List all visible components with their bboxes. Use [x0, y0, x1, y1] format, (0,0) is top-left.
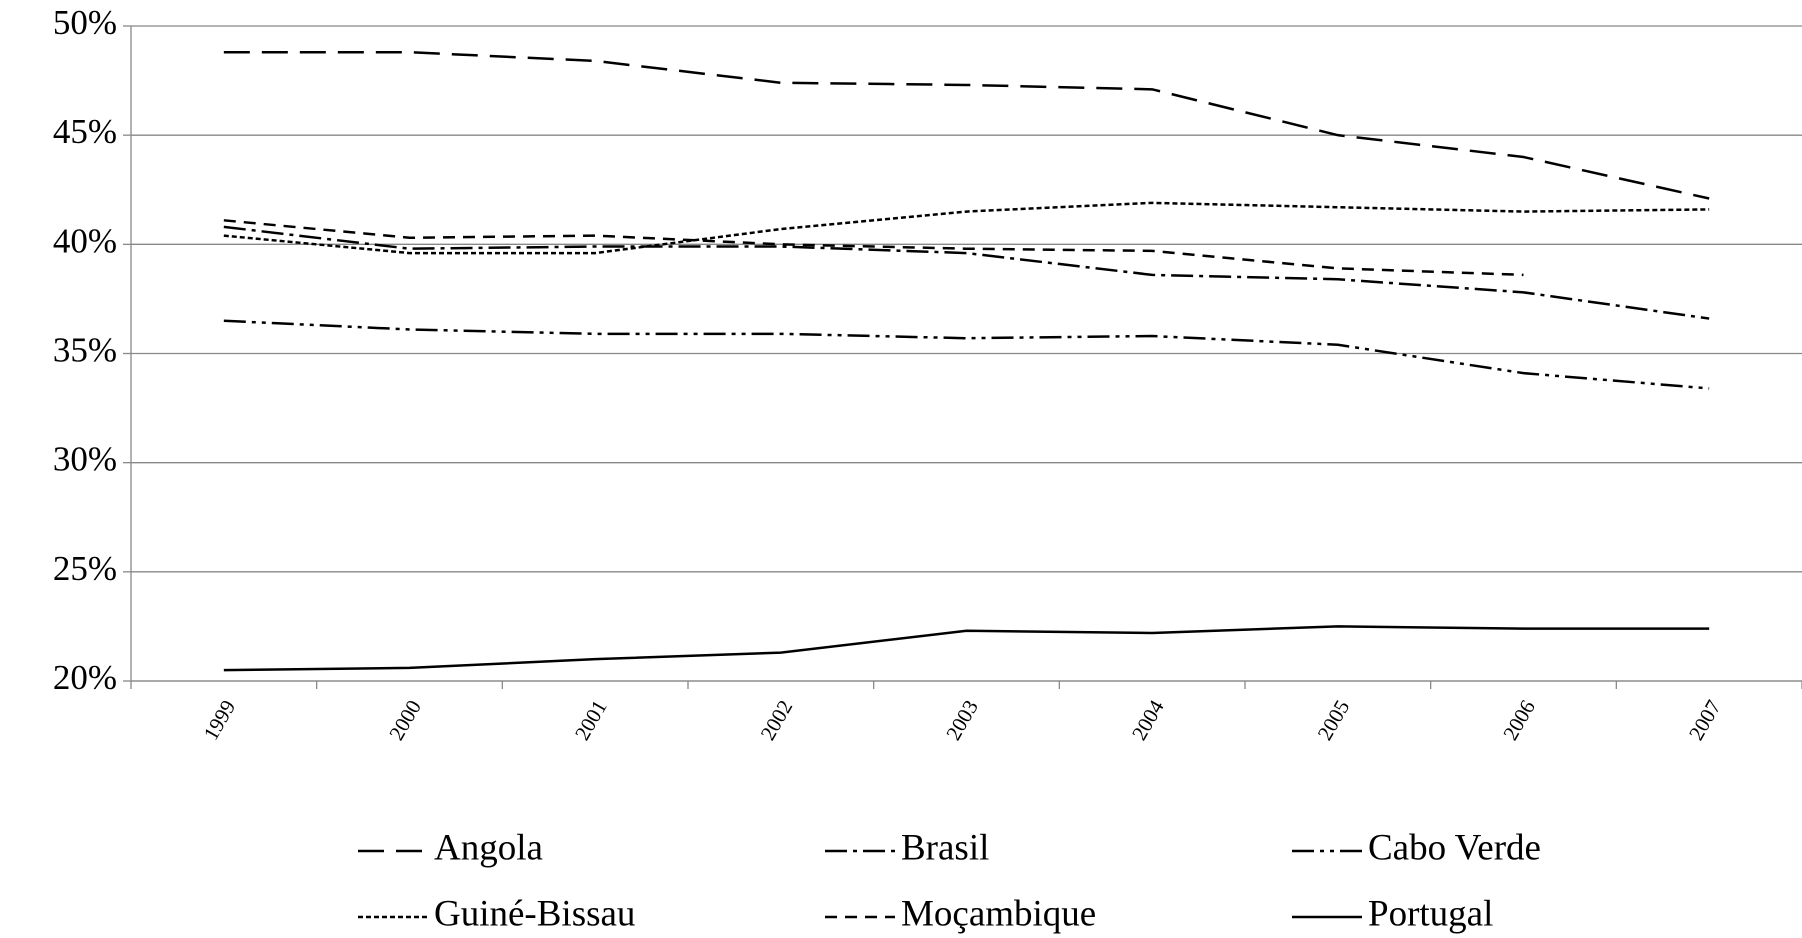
y-tick-label: 30%: [53, 440, 117, 479]
y-tick-label: 45%: [53, 112, 117, 151]
y-tick-label: 40%: [53, 221, 117, 260]
x-tick-label: 2007: [1684, 696, 1726, 744]
legend-label: Brasil: [901, 827, 989, 868]
x-tick-label: 2004: [1127, 695, 1169, 744]
series-line: [223, 50, 1710, 200]
y-tick-label: 20%: [53, 658, 117, 697]
legend-label: Cabo Verde: [1368, 827, 1541, 868]
y-tick-label: 50%: [53, 3, 117, 42]
y-tick-label: 25%: [53, 549, 117, 588]
series-line: [223, 319, 1710, 390]
legend-label: Angola: [434, 827, 543, 868]
x-tick-label: 2005: [1313, 696, 1355, 744]
series-line: [223, 219, 1524, 277]
x-tick-label: 2001: [570, 696, 612, 744]
x-tick-label: 2000: [384, 696, 426, 744]
series-line: [223, 625, 1710, 672]
y-tick-label: 35%: [53, 331, 117, 370]
legend-label: Guiné-Bissau: [434, 893, 635, 934]
series-line: [223, 225, 1710, 320]
x-tick-label: 2003: [941, 696, 983, 744]
series-line: [223, 201, 1710, 255]
x-tick-label: 1999: [199, 696, 241, 744]
legend-label: Moçambique: [901, 893, 1096, 934]
x-tick-label: 2006: [1498, 696, 1540, 744]
x-tick-label: 2002: [756, 696, 798, 744]
legend-label: Portugal: [1368, 893, 1493, 934]
